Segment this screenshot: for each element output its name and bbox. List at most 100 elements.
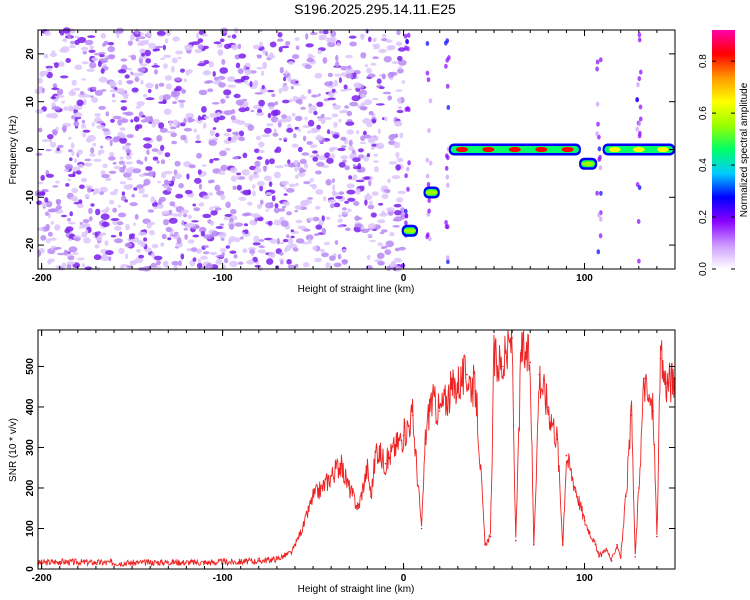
heatmap-noise-cell [114,238,123,244]
heatmap-noise-cell [274,203,279,209]
heatmap-noise-cell [171,213,180,217]
heatmap-noise-cell [211,230,219,237]
snr-data-point [659,357,662,360]
heatmap-noise-cell [256,54,263,58]
heatmap-noise-cell [337,147,346,152]
heatmap-noise-cell [76,257,85,261]
heatmap-streak-cell [446,182,450,188]
heatmap-noise-cell [99,191,104,196]
heatmap-noise-cell [140,80,144,85]
heatmap-noise-cell [340,155,349,160]
heatmap-noise-cell [79,90,85,96]
y-tick-label: 500 [25,358,36,375]
heatmap-noise-cell [335,195,343,200]
heatmap-noise-cell [118,247,125,255]
heatmap-noise-cell [322,57,328,64]
heatmap-noise-cell [253,80,259,86]
heatmap-noise-cell [100,145,104,149]
heatmap-noise-cell [227,84,237,88]
heatmap-noise-cell [147,89,152,93]
heatmap-noise-cell [348,139,353,147]
heatmap-noise-cell [283,72,291,78]
heatmap-noise-cell [96,124,106,129]
heatmap-noise-cell [70,196,76,201]
heatmap-noise-cell [327,129,330,135]
heatmap-noise-cell [107,54,116,58]
heatmap-streak-cell [445,83,450,89]
heatmap-streak-cell [638,116,643,122]
y-tick-label: -20 [25,237,36,252]
heatmap-noise-cell [197,258,202,264]
heatmap-noise-cell [89,61,97,69]
heatmap-noise-cell [172,36,180,42]
heatmap-noise-cell [252,190,256,197]
heatmap-noise-cell [363,194,373,200]
heatmap-noise-cell [215,207,222,211]
heatmap-noise-cell [129,202,138,207]
heatmap-noise-cell [126,167,133,174]
heatmap-peak-trace-dip [582,161,595,167]
heatmap-noise-cell [220,164,228,172]
heatmap-noise-cell [297,146,303,153]
heatmap-noise-cell [110,234,117,238]
heatmap-noise-cell [360,52,367,59]
snr-data-point [665,381,667,384]
heatmap-peak-trace-segment-3 [561,146,574,153]
heatmap-noise-cell [294,160,299,166]
heatmap-noise-cell [322,29,329,35]
heatmap-noise-cell [252,104,262,110]
snr-plot-area [38,330,675,569]
heatmap-noise-cell [187,214,193,219]
heatmap-streak-cell [426,232,430,238]
heatmap-noise-cell [240,236,244,240]
heatmap-noise-cell [229,76,234,81]
heatmap-noise-cell [180,68,185,73]
heatmap-noise-cell [381,193,389,200]
heatmap-noise-cell [98,105,106,110]
heatmap-noise-cell [94,113,101,117]
heatmap-noise-cell [334,73,342,77]
heatmap-noise-cell [77,163,84,168]
heatmap-noise-cell [105,111,110,117]
heatmap-noise-cell [119,137,128,144]
heatmap-noise-cell [302,124,311,128]
heatmap-noise-cell [138,188,142,194]
heatmap-noise-cell [314,257,322,263]
heatmap-noise-cell [243,223,249,227]
x-tick-label: -100 [213,573,233,584]
heatmap-noise-cell [148,42,157,50]
heatmap-noise-cell [92,232,96,236]
heatmap-noise-cell [147,171,156,177]
heatmap-noise-cell [57,144,64,149]
heatmap-noise-cell [302,135,307,142]
heatmap-noise-cell [347,197,356,202]
heatmap-noise-cell [133,116,140,123]
heatmap-noise-cell [71,150,75,156]
heatmap-noise-cell [293,133,297,139]
heatmap-streak-cell [638,130,642,136]
heatmap-noise-cell [215,132,220,138]
heatmap-noise-cell [379,86,385,90]
heatmap-noise-cell [332,134,340,139]
heatmap-noise-cell [307,197,314,200]
heatmap-noise-cell [65,183,70,187]
heatmap-noise-cell [128,233,132,240]
heatmap-noise-cell [337,253,342,260]
heatmap-noise-cell [86,68,95,73]
heatmap-noise-cell [248,174,254,181]
heatmap-noise-cell [160,242,164,247]
heatmap-noise-cell [357,154,365,159]
heatmap-noise-cell [279,258,285,262]
heatmap-noise-cell [70,142,75,149]
heatmap-noise-cell [287,76,292,82]
snr-y-axis-label: SNR (10 * v/v) [8,418,19,482]
heatmap-noise-cell [91,122,95,127]
heatmap-noise-cell [202,122,207,129]
heatmap-noise-cell [303,228,311,232]
heatmap-noise-cell [275,119,284,122]
heatmap-streak-cell [637,37,642,43]
heatmap-noise-cell [163,54,172,58]
heatmap-noise-cell [105,250,114,256]
heatmap-noise-cell [395,89,403,92]
